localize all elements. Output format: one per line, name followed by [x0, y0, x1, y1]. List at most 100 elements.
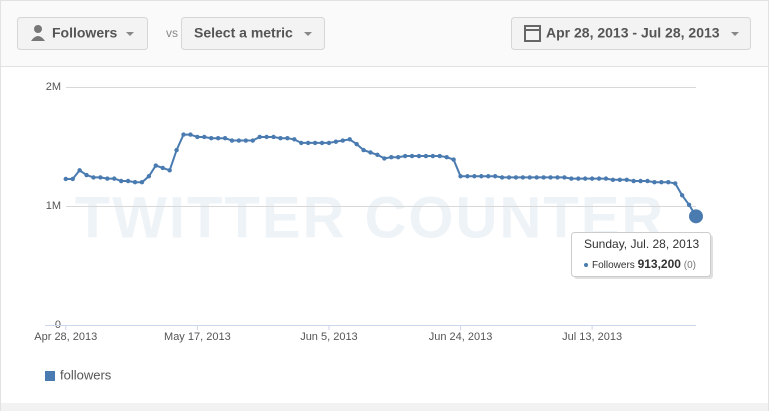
data-point — [541, 175, 546, 180]
data-point — [659, 180, 664, 185]
data-point — [458, 174, 463, 179]
metric-button[interactable]: Followers — [17, 17, 148, 50]
data-point — [389, 155, 394, 160]
data-point — [430, 153, 436, 159]
data-point — [250, 138, 255, 143]
x-tick-label: Apr 28, 2013 — [34, 331, 97, 343]
data-point — [617, 177, 623, 183]
data-point — [569, 176, 574, 181]
data-point — [382, 156, 387, 161]
data-point — [444, 155, 449, 160]
watermark: TWITTER COUNTER — [75, 185, 666, 250]
data-point — [243, 138, 249, 143]
data-point — [91, 175, 96, 180]
caret — [304, 32, 312, 36]
data-point — [292, 137, 297, 142]
data-point — [63, 176, 68, 182]
tooltip-value: 913,200 — [638, 257, 682, 271]
data-point — [589, 176, 595, 181]
data-point — [305, 140, 311, 146]
data-point — [333, 139, 339, 144]
user-icon — [31, 36, 45, 41]
data-point — [451, 157, 456, 162]
date-range-button[interactable]: Apr 28, 2013 - Jul 28, 2013 — [511, 17, 751, 50]
data-point — [236, 138, 242, 143]
data-point — [299, 140, 304, 146]
y-tick-label: 0 — [55, 319, 61, 331]
legend-label: followers — [60, 367, 112, 382]
data-point — [520, 175, 526, 180]
data-point — [188, 132, 193, 137]
caret — [731, 32, 739, 36]
data-point — [582, 176, 588, 181]
data-point — [112, 176, 117, 181]
x-tick-label: Jun 24, 2013 — [429, 331, 493, 343]
calendar-icon — [524, 25, 541, 42]
data-point — [645, 178, 650, 184]
data-point — [98, 175, 103, 180]
data-point — [160, 165, 165, 171]
footer-strip — [1, 403, 768, 411]
data-point — [174, 147, 179, 153]
data-point — [673, 181, 678, 186]
data-point — [486, 174, 491, 179]
data-point — [222, 135, 228, 141]
tooltip-line: Followers 913,200 (0) — [592, 257, 696, 271]
data-point — [202, 134, 207, 140]
data-point — [610, 177, 616, 183]
y-tick-label: 2M — [46, 81, 61, 93]
data-point — [326, 140, 332, 146]
tooltip-box — [571, 232, 711, 277]
data-point — [319, 140, 325, 146]
tooltip-change: (0) — [684, 260, 696, 271]
data-point — [215, 135, 221, 141]
data-point — [125, 178, 131, 184]
data-point — [264, 134, 269, 140]
data-point — [402, 153, 408, 159]
second-metric-button[interactable]: Select a metric — [181, 17, 325, 50]
data-point — [555, 175, 560, 180]
data-point — [278, 135, 283, 141]
button-label: Followers — [52, 25, 118, 41]
data-point — [347, 137, 352, 142]
data-point — [271, 134, 276, 140]
data-point — [118, 178, 124, 184]
tooltip-dot — [584, 263, 588, 267]
data-point — [312, 140, 318, 146]
button-label: Select a metric — [194, 25, 293, 41]
button-bg — [181, 17, 325, 50]
legend-swatch — [45, 371, 55, 381]
data-point — [423, 153, 429, 159]
data-point — [396, 155, 401, 160]
button-bg — [511, 17, 751, 50]
data-point — [195, 134, 200, 140]
tooltip-title: Sunday, Jul. 28, 2013 — [584, 237, 700, 251]
data-point — [409, 153, 415, 159]
data-point — [167, 168, 172, 173]
x-tick-label: May 17, 2013 — [164, 331, 231, 343]
data-point — [153, 163, 159, 168]
data-point — [652, 180, 657, 185]
data-point — [375, 152, 380, 158]
data-point — [340, 138, 345, 143]
data-point — [576, 176, 581, 181]
plot: 0 1M 2M Apr 28, 2013 May 17, 2013 Jun 5, 2013… — [34, 81, 713, 382]
data-point — [437, 153, 442, 159]
data-point — [562, 175, 567, 180]
vs-label: vs — [166, 26, 178, 40]
data-point — [624, 177, 629, 183]
data-point — [84, 172, 89, 178]
data-point — [361, 147, 366, 153]
data-point — [479, 174, 484, 179]
tooltip-series: Followers — [592, 260, 635, 271]
data-point — [596, 176, 602, 181]
data-point — [257, 134, 262, 140]
x-tick-label: Jun 5, 2013 — [300, 331, 358, 343]
data-point — [679, 193, 685, 198]
data-point — [465, 174, 470, 179]
button-bg — [17, 17, 148, 50]
data-point — [285, 135, 290, 141]
